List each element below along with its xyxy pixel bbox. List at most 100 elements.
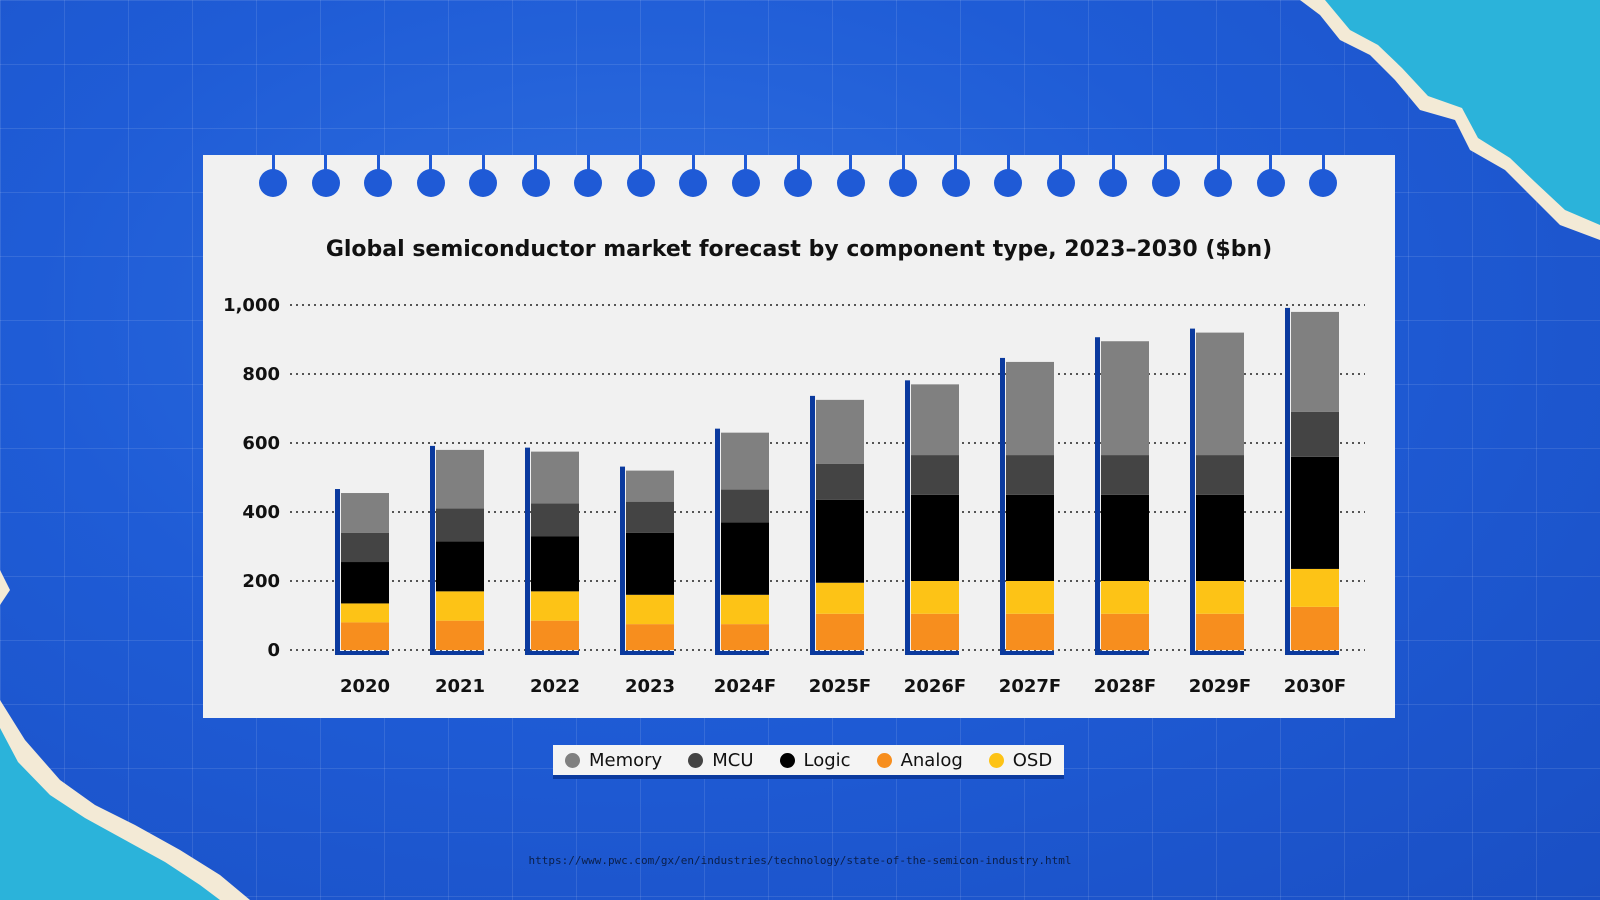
- legend-dot: [988, 752, 1004, 768]
- bar-segment-mcu: [531, 503, 579, 537]
- hole-stem: [1111, 155, 1115, 175]
- bar-shadow-left: [715, 428, 720, 654]
- bar-segment-osd: [341, 603, 389, 623]
- bar-segment-memory: [1006, 361, 1054, 456]
- legend-item-osd: OSD: [988, 749, 1053, 771]
- bar-segment-mcu: [1101, 455, 1149, 495]
- x-tick-label: 2030F: [1284, 676, 1346, 697]
- chart-legend: Memory MCU Logic Analog OSD: [553, 745, 1065, 779]
- bar-segment-mcu: [1291, 411, 1339, 457]
- y-tick-label: 400: [242, 502, 280, 523]
- bar-segment-analog: [1291, 606, 1339, 650]
- bar-segment-analog: [1006, 613, 1054, 650]
- hole-stem: [954, 155, 957, 175]
- bar-shadow-left: [1285, 307, 1290, 654]
- binder-hole: [1256, 169, 1285, 197]
- bar-shadow-bottom: [810, 651, 864, 655]
- bar-segment-analog: [911, 613, 959, 650]
- y-tick-label: 800: [242, 364, 280, 385]
- bar-segment-logic: [721, 522, 769, 595]
- bar-segment-osd: [1101, 581, 1149, 614]
- legend-item-analog: Analog: [876, 749, 963, 771]
- bar-segment-mcu: [626, 501, 674, 533]
- bar-segment-mcu: [816, 463, 864, 500]
- bar-shadow-bottom: [1190, 651, 1244, 655]
- hole-stem: [744, 155, 747, 175]
- legend-item-mcu: MCU: [688, 750, 754, 771]
- bar-shadow-left: [905, 380, 910, 654]
- bar-segment-logic: [436, 541, 484, 592]
- legend-label: OSD: [1012, 749, 1053, 771]
- bar-shadow-bottom: [1000, 651, 1054, 655]
- bar-segment-osd: [1196, 581, 1244, 614]
- bar-shadow-left: [620, 466, 625, 654]
- binder-hole: [784, 169, 812, 197]
- binder-hole: [574, 169, 602, 197]
- bar-segment-osd: [911, 581, 959, 614]
- bar-shadow-bottom: [620, 651, 674, 655]
- bar-shadow-left: [335, 489, 340, 654]
- x-tick-label: 2021: [435, 676, 485, 697]
- bar-segment-analog: [816, 613, 864, 650]
- bar-shadow-bottom: [335, 651, 389, 655]
- legend-dot: [779, 752, 795, 768]
- binder-hole: [1151, 169, 1180, 197]
- bar-segment-analog: [436, 620, 484, 650]
- hole-stem: [796, 155, 800, 175]
- legend-dot: [688, 752, 704, 768]
- bar-segment-analog: [531, 620, 579, 650]
- legend-dot: [876, 752, 892, 768]
- bar-segment-memory: [531, 451, 579, 504]
- x-tick-label: 2028F: [1094, 676, 1156, 697]
- bar-shadow-left: [1190, 328, 1195, 654]
- bar-segment-osd: [531, 591, 579, 621]
- legend-label: Logic: [803, 749, 851, 771]
- binder-hole: [836, 169, 865, 197]
- binder-hole: [311, 169, 340, 197]
- hole-stem: [586, 155, 590, 175]
- hole-stem: [481, 155, 485, 175]
- bar-segment-logic: [1291, 456, 1339, 569]
- bar-segment-logic: [911, 494, 959, 581]
- notepad-holes: [203, 155, 1395, 215]
- hole-stem: [849, 155, 852, 175]
- bar-segment-mcu: [1006, 455, 1054, 495]
- bar-shadow-bottom: [1285, 651, 1339, 655]
- bar-segment-memory: [721, 432, 769, 490]
- y-tick-label: 1,000: [223, 295, 280, 316]
- bar-segment-memory: [816, 399, 864, 464]
- bar-segment-logic: [1101, 494, 1149, 581]
- x-tick-label: 2022: [530, 676, 580, 697]
- x-tick-label: 2026F: [904, 676, 966, 697]
- x-tick-label: 2025F: [809, 676, 871, 697]
- bar-segment-logic: [1196, 494, 1244, 581]
- binder-hole: [1309, 169, 1337, 197]
- binder-hole: [731, 169, 760, 197]
- x-tick-label: 2027F: [999, 676, 1061, 697]
- bar-segment-memory: [911, 384, 959, 456]
- hole-stem: [691, 155, 695, 175]
- x-tick-label: 2024F: [714, 676, 776, 697]
- y-tick-label: 600: [242, 433, 280, 454]
- hole-stem: [1269, 155, 1272, 175]
- bar-segment-mcu: [721, 489, 769, 523]
- hole-stem: [429, 155, 432, 175]
- bar-segment-analog: [626, 624, 674, 650]
- bar-shadow-bottom: [905, 651, 959, 655]
- legend-label: Analog: [900, 749, 963, 771]
- binder-hole: [259, 169, 287, 197]
- hole-stem: [1216, 155, 1220, 175]
- bar-segment-analog: [1196, 613, 1244, 650]
- legend-item-memory: Memory: [565, 750, 662, 771]
- bar-segment-osd: [626, 594, 674, 625]
- hole-stem: [1321, 155, 1325, 175]
- x-tick-label: 2020: [340, 676, 390, 697]
- bar-segment-osd: [816, 582, 864, 614]
- hole-stem: [376, 155, 380, 175]
- bar-segment-memory: [1196, 332, 1244, 456]
- bar-segment-osd: [1006, 581, 1054, 614]
- bar-shadow-bottom: [1095, 651, 1149, 655]
- hole-stem: [901, 155, 905, 175]
- hole-stem: [271, 155, 275, 175]
